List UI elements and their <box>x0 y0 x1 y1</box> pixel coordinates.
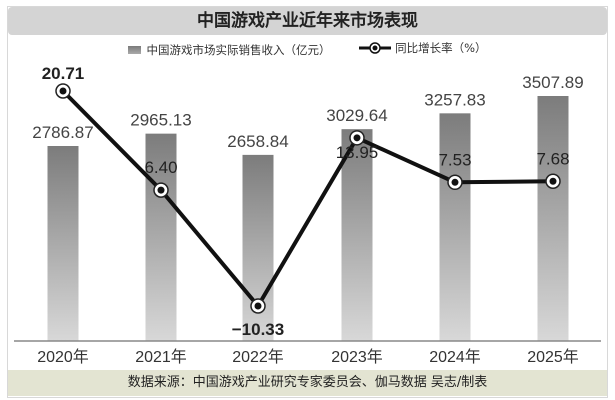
bar-value-label: 2786.87 <box>32 123 93 142</box>
bar-2024年 <box>439 113 471 341</box>
bar-value-label: 2965.13 <box>130 111 191 130</box>
x-tick-label: 2022年 <box>232 348 284 366</box>
growth-line <box>61 89 554 308</box>
x-tick-label: 2024年 <box>429 348 481 366</box>
chart-frame <box>7 6 608 398</box>
growth-value-label: 7.68 <box>536 149 569 168</box>
bar-value-label: 3507.89 <box>522 73 583 92</box>
bar-value-label: 2658.84 <box>227 132 288 151</box>
legend: 中国游戏市场实际销售收入（亿元） 同比增长率（%） <box>0 40 615 58</box>
legend-item-growth: 同比增长率（%） <box>358 40 487 56</box>
bar-2025年 <box>537 96 569 341</box>
x-tick-label: 2023年 <box>331 348 383 366</box>
bar-value-label: 3029.64 <box>326 106 387 125</box>
bar-swatch-icon <box>128 46 142 54</box>
x-tick-label: 2021年 <box>135 348 187 366</box>
legend-label-growth: 同比增长率（%） <box>395 41 487 55</box>
bar-2023年 <box>341 129 373 341</box>
growth-value-label: 13.95 <box>336 143 379 162</box>
bar-value-label: 3257.83 <box>424 90 485 109</box>
growth-value-label: −10.33 <box>232 320 284 339</box>
growth-value-label: 7.53 <box>438 150 471 169</box>
growth-value-label: 6.40 <box>144 158 177 177</box>
x-tick-label: 2020年 <box>37 348 89 366</box>
legend-item-revenue: 中国游戏市场实际销售收入（亿元） <box>128 42 330 58</box>
line-marker-icon <box>359 42 392 54</box>
legend-label-revenue: 中国游戏市场实际销售收入（亿元） <box>146 43 331 57</box>
chart-title: 中国游戏产业近年来市场表现 <box>8 7 607 35</box>
bar-2020年 <box>47 146 79 341</box>
growth-value-label: 20.71 <box>42 64 85 83</box>
bar-2021年 <box>145 133 177 341</box>
source-footer: 数据来源：中国游戏产业研究专家委员会、伽马数据 吴志/制表 <box>8 370 607 396</box>
x-tick-label: 2025年 <box>527 348 579 366</box>
